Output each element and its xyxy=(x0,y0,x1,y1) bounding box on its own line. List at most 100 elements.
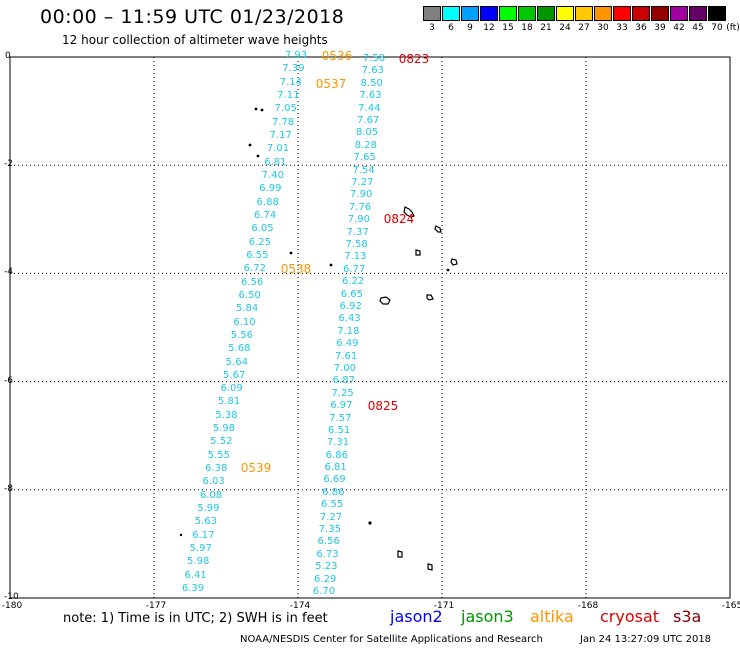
lon-tick-label: -165 xyxy=(721,601,740,611)
pass-time-label: 0536 xyxy=(321,49,353,63)
island-outline xyxy=(450,258,458,266)
wave-height-label: 7.11 xyxy=(277,90,300,101)
legend-label: 9 xyxy=(467,23,473,33)
legend-label: 24 xyxy=(559,23,571,33)
wave-height-label: 5.97 xyxy=(189,543,212,554)
legend-label: 27 xyxy=(578,23,590,33)
legend-swatch xyxy=(689,6,707,21)
wave-height-label: 7.14 xyxy=(279,76,303,88)
lat-tick-label: -6 xyxy=(4,375,13,386)
island-outline xyxy=(427,563,433,571)
legend-label: 30 xyxy=(597,23,609,33)
wave-height-label: 5.55 xyxy=(207,449,230,461)
island-outlines xyxy=(379,206,458,571)
wave-height-label: 7.58 xyxy=(362,53,386,64)
lat-tick-label: -10 xyxy=(4,592,19,602)
wave-height-label: 7.58 xyxy=(345,238,368,250)
lat-tick-label: -2 xyxy=(4,159,13,170)
legend-swatch xyxy=(423,6,441,21)
wave-height-label: 6.09 xyxy=(220,383,243,395)
mission-label: jason3 xyxy=(461,607,514,626)
wave-height-label: 7.76 xyxy=(348,201,372,213)
legend-label: 45 xyxy=(692,23,704,33)
legend-label: 42 xyxy=(673,23,685,33)
pass-time-label: 0538 xyxy=(280,262,312,276)
legend-swatch xyxy=(518,6,536,21)
legend-swatch xyxy=(461,6,479,21)
wave-height-label: 6.69 xyxy=(323,474,346,486)
mission-label: s3a xyxy=(673,607,702,626)
wave-height-label: 5.67 xyxy=(223,369,246,381)
wave-height-label: 6.22 xyxy=(341,276,365,288)
legend-swatch xyxy=(632,6,650,21)
island-outline xyxy=(415,249,421,256)
wave-height-label: 7.57 xyxy=(329,412,352,424)
island-dot xyxy=(446,268,450,272)
legend-swatch xyxy=(575,6,593,21)
wave-height-label: 6.70 xyxy=(312,586,336,597)
legend-unit: (ft) xyxy=(726,23,740,33)
island-dot xyxy=(368,521,372,525)
wave-height-label: 6.50 xyxy=(238,289,261,301)
pass-time-label: 0823 xyxy=(398,52,430,66)
wave-height-label: 6.77 xyxy=(343,263,366,275)
wave-height-label: 6.74 xyxy=(253,209,277,221)
wave-height-label: 5.56 xyxy=(230,329,254,341)
wave-height-label: 6.41 xyxy=(184,569,207,581)
legend-label: 70 xyxy=(711,23,723,33)
wave-height-label: 6.92 xyxy=(339,300,362,312)
legend-swatch xyxy=(537,6,555,21)
wave-height-label: 7.44 xyxy=(358,102,381,114)
lon-tick-label: -174 xyxy=(289,601,311,611)
island-dots xyxy=(179,107,450,537)
wave-height-label: 8.05 xyxy=(355,127,379,139)
map-border xyxy=(9,56,731,599)
wave-height-label: 7.67 xyxy=(357,115,380,126)
legend-swatch xyxy=(499,6,517,21)
legend-label: 39 xyxy=(654,23,666,33)
pass-time-label: 0825 xyxy=(367,399,399,413)
legend-swatch xyxy=(480,6,498,21)
wave-height-label: 5.68 xyxy=(228,343,251,355)
graticule-grid xyxy=(10,57,730,598)
legend-label: 21 xyxy=(540,23,552,33)
wave-height-label: 6.38 xyxy=(205,463,228,475)
legend-swatch xyxy=(556,6,574,21)
wave-height-label: 5.98 xyxy=(212,423,236,435)
pass-time-label: 0824 xyxy=(383,212,415,226)
wave-height-label: 7.40 xyxy=(261,169,284,181)
wave-height-label: 6.29 xyxy=(314,573,337,585)
footer-note: note: 1) Time is in UTC; 2) SWH is in fe… xyxy=(63,611,328,626)
island-outline xyxy=(379,296,391,305)
wave-height-label: 7.37 xyxy=(346,226,369,238)
lon-tick-label: -171 xyxy=(433,601,455,611)
wave-height-label: 6.08 xyxy=(199,489,223,501)
wave-height-label: 6.81 xyxy=(264,156,287,168)
mission-label: altika xyxy=(530,607,574,626)
wave-height-label: 6.51 xyxy=(327,424,351,436)
lat-tick-label: -4 xyxy=(4,267,13,278)
island-outline xyxy=(397,550,403,558)
wave-height-label: 5.84 xyxy=(235,303,259,315)
wave-height-label: 6.65 xyxy=(340,288,364,300)
wave-height-label: 7.65 xyxy=(353,152,376,164)
wave-height-label: 7.39 xyxy=(282,63,305,75)
wave-height-label: 6.86 xyxy=(322,486,345,498)
pass-time-label: 0539 xyxy=(240,461,272,475)
mission-label: jason2 xyxy=(390,607,443,626)
map-title: 00:00 – 11:59 UTC 01/23/2018 xyxy=(40,6,345,28)
wave-height-label: 6.88 xyxy=(256,196,279,208)
wave-height-label: 6.43 xyxy=(338,313,361,325)
island-outline xyxy=(403,206,415,218)
wave-height-label: 7.01 xyxy=(266,143,290,155)
wave-height-label: 7.13 xyxy=(344,251,367,263)
wave-height-label: 7.17 xyxy=(269,129,292,141)
wave-height-label: 6.72 xyxy=(243,263,266,275)
island-dot xyxy=(329,263,333,267)
legend-swatch xyxy=(442,6,460,21)
wave-height-label: 6.87 xyxy=(332,375,355,387)
wave-height-label: 7.63 xyxy=(359,90,382,102)
wave-height-label: 7.27 xyxy=(351,177,374,188)
legend-swatch xyxy=(613,6,631,21)
